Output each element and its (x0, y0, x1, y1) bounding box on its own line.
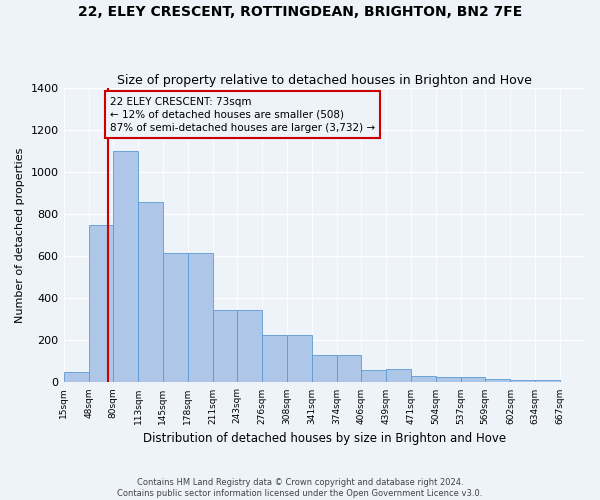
Bar (410, 376, 436, 382)
Bar (386, 369, 410, 382)
Bar (64, 372, 89, 382)
Bar (337, 355, 361, 382)
Bar (511, 380, 535, 382)
Bar (213, 310, 237, 382)
X-axis label: Distribution of detached houses by size in Brighton and Hove: Distribution of detached houses by size … (143, 432, 506, 445)
Bar (312, 355, 337, 382)
Bar (138, 202, 163, 382)
Bar (262, 335, 287, 382)
Bar (113, 151, 138, 382)
Bar (237, 310, 262, 382)
Y-axis label: Number of detached properties: Number of detached properties (15, 148, 25, 323)
Text: Contains HM Land Registry data © Crown copyright and database right 2024.
Contai: Contains HM Land Registry data © Crown c… (118, 478, 482, 498)
Bar (535, 380, 560, 382)
Bar (188, 253, 213, 382)
Bar (361, 370, 386, 382)
Bar (287, 335, 312, 382)
Bar (436, 377, 461, 382)
Text: 22, ELEY CRESCENT, ROTTINGDEAN, BRIGHTON, BN2 7FE: 22, ELEY CRESCENT, ROTTINGDEAN, BRIGHTON… (78, 5, 522, 19)
Bar (485, 380, 511, 382)
Bar (89, 225, 113, 382)
Bar (163, 253, 188, 382)
Bar (461, 377, 485, 382)
Title: Size of property relative to detached houses in Brighton and Hove: Size of property relative to detached ho… (117, 74, 532, 87)
Text: 22 ELEY CRESCENT: 73sqm
← 12% of detached houses are smaller (508)
87% of semi-d: 22 ELEY CRESCENT: 73sqm ← 12% of detache… (110, 96, 375, 133)
